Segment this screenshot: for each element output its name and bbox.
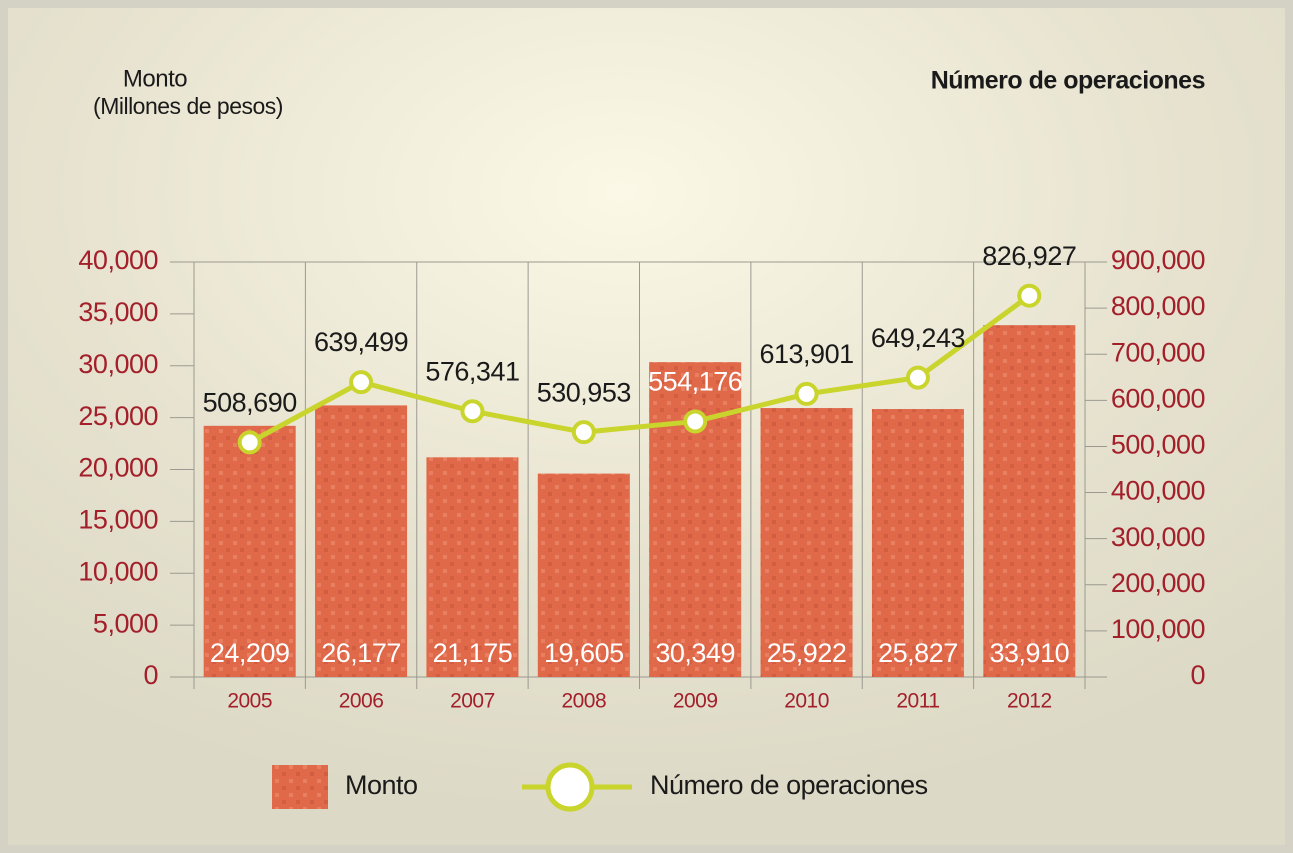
- bar: [426, 457, 519, 677]
- line-marker: [349, 370, 374, 395]
- bar-value-label: 26,177: [321, 638, 401, 668]
- y-axis-subtitle: (Millones de pesos): [93, 93, 283, 119]
- bar-value-label: 25,827: [878, 638, 958, 668]
- y2-tick-label: 800,000: [1111, 291, 1205, 321]
- line-value-label: 576,341: [425, 356, 519, 386]
- y-tick-label: 25,000: [78, 401, 158, 431]
- line-value-label: 826,927: [982, 241, 1076, 271]
- line-marker: [571, 420, 596, 445]
- x-tick-label: 2007: [450, 690, 495, 713]
- y2-tick-label: 900,000: [1111, 245, 1205, 275]
- bar-value-label: 33,910: [990, 638, 1070, 668]
- legend-label: Monto: [345, 770, 418, 800]
- bar-value-label: 24,209: [210, 638, 290, 668]
- y2-tick-label: 500,000: [1111, 430, 1205, 460]
- legend-swatch: [272, 765, 328, 809]
- x-tick-label: 2010: [784, 690, 829, 713]
- line-marker: [794, 381, 819, 406]
- bar: [871, 409, 964, 677]
- y-tick-label: 10,000: [78, 556, 158, 586]
- y-tick-label: 0: [143, 660, 158, 690]
- x-tick-label: 2009: [673, 690, 718, 713]
- bar: [649, 362, 742, 677]
- y-tick-label: 30,000: [78, 349, 158, 379]
- bar-value-label: 30,349: [655, 638, 735, 668]
- x-tick-label: 2005: [227, 690, 272, 713]
- y-axis-title: Monto: [123, 65, 187, 92]
- bar-value-label: 25,922: [767, 638, 847, 668]
- y-tick-label: 20,000: [78, 453, 158, 483]
- line-marker: [905, 365, 930, 390]
- line: [248, 293, 1031, 445]
- line-value-label: 613,901: [760, 339, 854, 369]
- line-value-label: 554,176: [648, 367, 742, 397]
- y2-tick-label: 700,000: [1111, 337, 1205, 367]
- bar: [315, 405, 408, 677]
- line-marker: [683, 409, 708, 434]
- line-value-label: 639,499: [314, 327, 408, 357]
- legend-marker: [545, 762, 595, 812]
- line-marker: [460, 399, 485, 424]
- bar: [537, 473, 630, 677]
- x-tick-label: 2011: [896, 690, 939, 713]
- bar-value-label: 21,175: [433, 638, 513, 668]
- bar-value-label: 19,605: [544, 638, 624, 668]
- line-value-label: 508,690: [203, 388, 297, 418]
- bar: [203, 425, 296, 677]
- y-tick-label: 40,000: [78, 245, 158, 275]
- line-value-label: 530,953: [537, 377, 631, 407]
- bar: [760, 408, 853, 677]
- y2-tick-label: 100,000: [1111, 614, 1205, 644]
- y2-tick-label: 400,000: [1111, 476, 1205, 506]
- x-tick-label: 2006: [339, 690, 384, 713]
- bar: [983, 325, 1076, 677]
- line-marker: [237, 430, 262, 455]
- y-tick-label: 5,000: [93, 608, 158, 638]
- x-tick-label: 2012: [1007, 690, 1052, 713]
- line-value-label: 649,243: [871, 323, 965, 353]
- y2-tick-label: 0: [1190, 660, 1205, 690]
- y2-tick-label: 600,000: [1111, 383, 1205, 413]
- y2-axis-title: Número de operaciones: [931, 67, 1205, 95]
- y-tick-label: 35,000: [78, 297, 158, 327]
- y2-tick-label: 200,000: [1111, 568, 1205, 598]
- y-tick-label: 15,000: [78, 505, 158, 535]
- legend-label: Número de operaciones: [650, 770, 928, 800]
- line-marker: [1017, 283, 1042, 308]
- x-tick-label: 2008: [561, 690, 606, 713]
- y2-tick-label: 300,000: [1111, 522, 1205, 552]
